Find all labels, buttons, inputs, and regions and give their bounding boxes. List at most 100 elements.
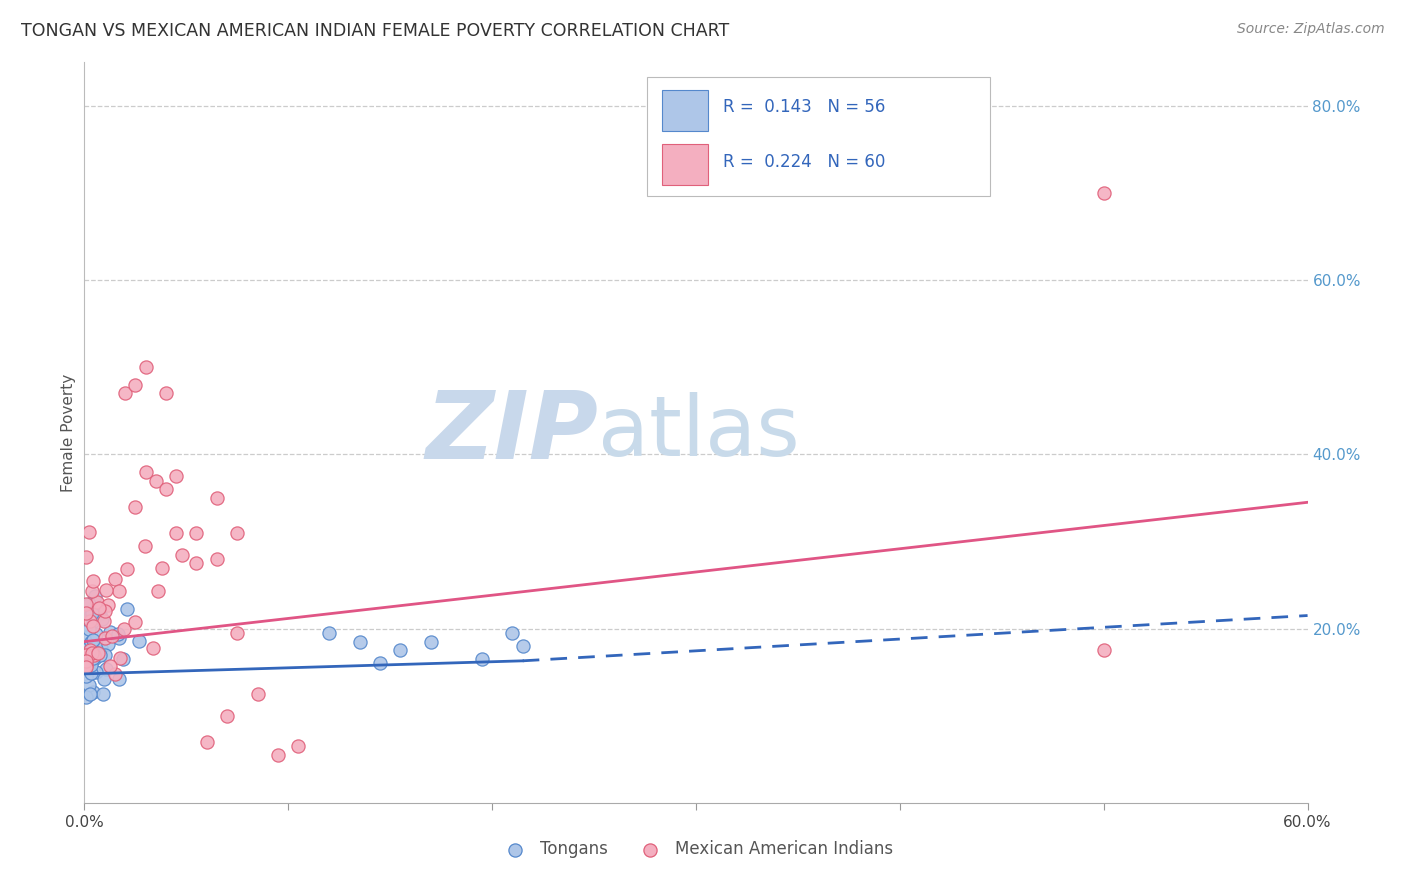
Point bbox=[1092, 643, 1115, 657]
Point bbox=[80, 647, 103, 661]
Point bbox=[75, 658, 97, 673]
Point bbox=[82, 685, 104, 699]
Point bbox=[98, 625, 121, 640]
Point bbox=[124, 377, 146, 392]
Point bbox=[83, 637, 105, 651]
Point bbox=[83, 648, 105, 662]
Point bbox=[84, 665, 107, 679]
Point bbox=[246, 687, 269, 701]
Point bbox=[128, 634, 150, 648]
Point bbox=[75, 597, 97, 611]
Point bbox=[75, 669, 97, 683]
Point bbox=[502, 626, 524, 640]
Point bbox=[97, 599, 120, 613]
Point bbox=[107, 627, 129, 641]
Point bbox=[150, 560, 173, 574]
Point bbox=[77, 653, 100, 667]
Point bbox=[82, 633, 104, 648]
Point bbox=[82, 614, 104, 628]
Point bbox=[111, 652, 134, 666]
Point bbox=[79, 643, 101, 657]
Point bbox=[75, 648, 97, 662]
Point bbox=[135, 360, 157, 375]
Text: R =  0.143   N = 56: R = 0.143 N = 56 bbox=[723, 98, 886, 116]
Point bbox=[83, 608, 105, 623]
Point bbox=[79, 524, 101, 539]
Point bbox=[80, 657, 103, 672]
Point bbox=[82, 574, 104, 589]
Point bbox=[93, 672, 115, 686]
Point bbox=[368, 657, 391, 671]
Point bbox=[142, 640, 165, 655]
Point bbox=[82, 650, 104, 665]
Point bbox=[86, 627, 108, 641]
Point bbox=[104, 572, 127, 586]
Point bbox=[86, 595, 108, 609]
Point bbox=[107, 583, 129, 598]
Point bbox=[226, 626, 249, 640]
Point bbox=[165, 525, 187, 540]
Point bbox=[76, 640, 98, 655]
Point bbox=[82, 650, 104, 665]
Point bbox=[75, 606, 97, 620]
Point bbox=[75, 660, 97, 674]
FancyBboxPatch shape bbox=[662, 90, 709, 130]
Point bbox=[217, 708, 239, 723]
Point bbox=[135, 465, 157, 479]
Point bbox=[75, 651, 97, 665]
Point bbox=[108, 650, 131, 665]
Point bbox=[205, 552, 228, 566]
Point bbox=[94, 648, 117, 662]
Point bbox=[114, 386, 136, 401]
Point bbox=[349, 634, 371, 648]
Point bbox=[90, 640, 112, 655]
Point bbox=[94, 662, 117, 676]
Point bbox=[79, 687, 101, 701]
Point bbox=[471, 652, 494, 666]
Point bbox=[134, 539, 156, 553]
Point bbox=[389, 643, 412, 657]
Point bbox=[75, 630, 97, 644]
Point bbox=[75, 550, 97, 565]
Point bbox=[83, 638, 105, 652]
Point bbox=[172, 548, 194, 562]
Point bbox=[89, 607, 111, 621]
Point bbox=[76, 646, 98, 660]
Point bbox=[512, 639, 534, 653]
Point bbox=[84, 589, 107, 603]
Point bbox=[226, 525, 249, 540]
Text: R =  0.224   N = 60: R = 0.224 N = 60 bbox=[723, 153, 886, 171]
Point bbox=[420, 634, 443, 648]
Point bbox=[115, 602, 138, 616]
Point bbox=[79, 614, 101, 628]
Point bbox=[186, 556, 208, 570]
Point bbox=[205, 491, 228, 505]
Point bbox=[115, 562, 138, 576]
Point bbox=[82, 646, 104, 660]
Point bbox=[83, 648, 105, 663]
Point bbox=[75, 690, 97, 704]
Point bbox=[112, 622, 135, 636]
Point bbox=[1092, 186, 1115, 200]
Point bbox=[94, 582, 117, 597]
Point bbox=[94, 631, 117, 645]
Point bbox=[80, 606, 103, 620]
Point bbox=[107, 631, 129, 645]
Point bbox=[79, 665, 101, 680]
Point bbox=[77, 678, 100, 692]
Point bbox=[124, 615, 146, 630]
Point bbox=[87, 601, 110, 615]
Point bbox=[287, 739, 309, 754]
Point bbox=[186, 525, 208, 540]
Point bbox=[146, 584, 169, 599]
Point bbox=[75, 656, 97, 670]
Point bbox=[195, 735, 218, 749]
FancyBboxPatch shape bbox=[662, 144, 709, 185]
Text: TONGAN VS MEXICAN AMERICAN INDIAN FEMALE POVERTY CORRELATION CHART: TONGAN VS MEXICAN AMERICAN INDIAN FEMALE… bbox=[21, 22, 730, 40]
Point bbox=[77, 622, 100, 636]
Point bbox=[75, 654, 97, 668]
Point bbox=[107, 673, 129, 687]
Point bbox=[82, 619, 104, 633]
Point bbox=[145, 474, 167, 488]
Point bbox=[86, 646, 108, 660]
